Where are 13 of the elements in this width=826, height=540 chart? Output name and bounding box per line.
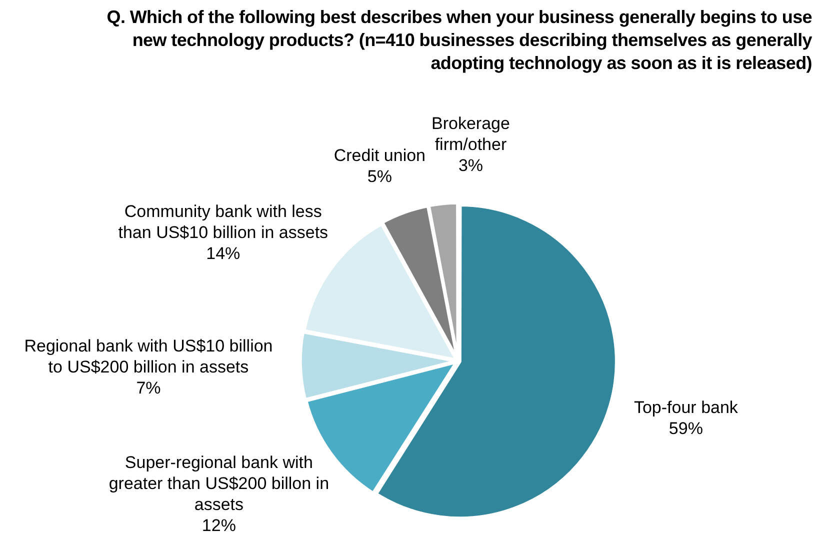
slice-label: Regional bank with US$10 billion to US$200 billion in assets: [24, 336, 273, 376]
data-label: 3%: [458, 156, 484, 175]
slice-label: Credit union: [334, 146, 426, 165]
data-label: 12%: [202, 516, 236, 535]
slice-label: Super-regional bank with greater than US$200 billon in assets: [108, 452, 330, 514]
data-label: 59%: [668, 418, 703, 438]
slice-label: Brokerage firm/other: [432, 114, 510, 154]
chart-title: Q. Which of the following best describes when your business generally begins to use new technology products? (n=410 businesses describing themselves as generally adopting technology as soon as it is released): [106, 6, 812, 75]
data-label: 5%: [367, 166, 392, 186]
slice-label: Top-four bank: [634, 398, 738, 417]
data-label: 7%: [136, 378, 161, 398]
slice-label: Community bank with less than US$10 billion in assets: [118, 202, 328, 242]
data-label: 14%: [206, 244, 240, 264]
